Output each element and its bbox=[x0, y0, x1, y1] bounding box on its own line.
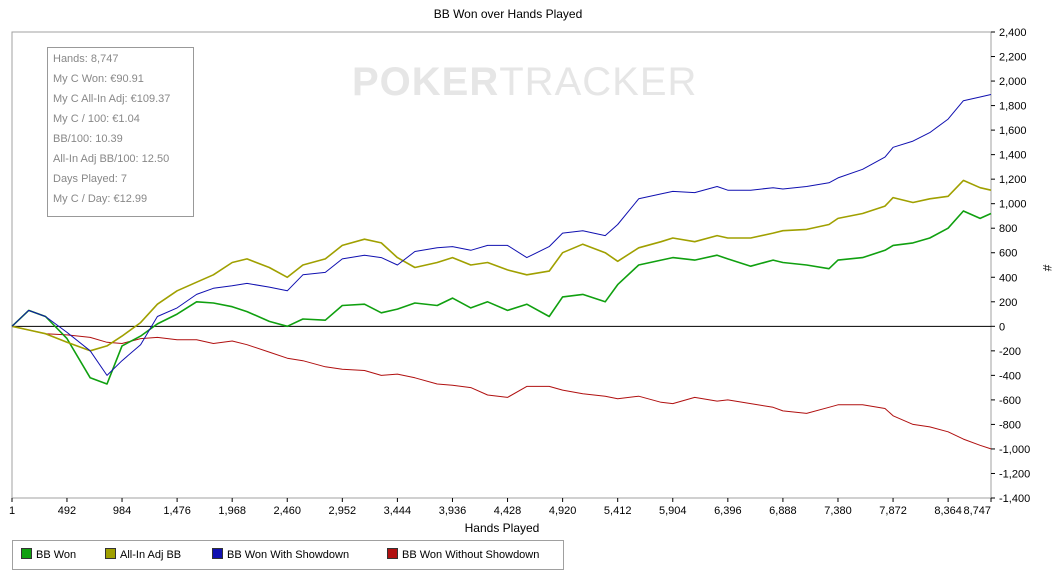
y-tick-label: -1,400 bbox=[999, 493, 1030, 505]
pokertracker-logo: POKERTRACKER bbox=[352, 60, 697, 105]
x-tick-label: 3,444 bbox=[384, 505, 412, 517]
x-tick-label: 1,968 bbox=[218, 505, 246, 517]
logo-text-bold: POKER bbox=[352, 60, 500, 104]
stat-days: Days Played: 7 bbox=[53, 173, 127, 185]
series-line-1 bbox=[11, 179, 992, 352]
y-tick-label: 1,800 bbox=[999, 101, 1027, 113]
y-tick-label: 2,200 bbox=[999, 52, 1027, 64]
series-line-2 bbox=[11, 94, 992, 376]
y-axis: 2,400 2,200 2,000 1,800 1,600 1,400 1,200 1,000… bbox=[991, 27, 1030, 505]
y-tick-label: 0 bbox=[999, 321, 1005, 333]
x-tick-label: 5,904 bbox=[659, 505, 687, 517]
x-tick-label: 984 bbox=[113, 505, 131, 517]
x-tick-label: 6,396 bbox=[714, 505, 742, 517]
x-tick-label: 492 bbox=[58, 505, 76, 517]
y-tick-label: 2,000 bbox=[999, 76, 1027, 88]
legend-label: BB Won With Showdown bbox=[227, 549, 350, 561]
y-tick-label: 600 bbox=[999, 248, 1017, 260]
y-tick-label: -400 bbox=[999, 370, 1021, 382]
x-tick-label: 6,888 bbox=[769, 505, 797, 517]
y-tick-label: 2,400 bbox=[999, 27, 1027, 39]
x-tick-label: 2,952 bbox=[329, 505, 357, 517]
y-tick-label: 200 bbox=[999, 297, 1017, 309]
series-line-3 bbox=[11, 325, 992, 450]
x-tick-label: 1,476 bbox=[163, 505, 191, 517]
x-tick-label: 7,872 bbox=[879, 505, 907, 517]
y-tick-label: 400 bbox=[999, 272, 1017, 284]
series-group bbox=[11, 94, 992, 450]
legend-item-bb-won-without-showdown[interactable]: BB Won Without Showdown bbox=[387, 548, 539, 562]
logo-text-light: TRACKER bbox=[499, 60, 698, 104]
x-tick-label: 7,380 bbox=[824, 505, 852, 517]
stat-hands: Hands: 8,747 bbox=[53, 53, 119, 65]
x-tick-label: 4,428 bbox=[494, 505, 522, 517]
y-tick-label: -1,200 bbox=[999, 468, 1030, 480]
legend-swatch-blue bbox=[212, 548, 223, 559]
legend-item-allin-adj-bb[interactable]: All-In Adj BB bbox=[105, 548, 181, 562]
x-tick-label: 5,412 bbox=[604, 505, 632, 517]
x-axis-label: Hands Played bbox=[465, 521, 540, 535]
x-tick-label: 2,460 bbox=[273, 505, 301, 517]
y-tick-label: 1,400 bbox=[999, 150, 1027, 162]
x-tick-label: 4,920 bbox=[549, 505, 577, 517]
stat-bb-100: BB/100: 10.39 bbox=[53, 133, 123, 145]
x-tick-label: 8,747 bbox=[963, 505, 991, 517]
y-tick-label: -600 bbox=[999, 395, 1021, 407]
y-axis-label: # bbox=[1040, 265, 1054, 272]
y-tick-label: -1,000 bbox=[999, 444, 1030, 456]
legend-label: BB Won bbox=[36, 549, 77, 561]
stat-allin-adj: My C All-In Adj: €109.37 bbox=[53, 93, 171, 105]
stat-per-day: My C / Day: €12.99 bbox=[53, 193, 148, 205]
x-tick-label: 3,936 bbox=[439, 505, 467, 517]
y-tick-label: 1,200 bbox=[999, 174, 1027, 186]
legend-label: All-In Adj BB bbox=[120, 549, 182, 561]
y-tick-label: 800 bbox=[999, 223, 1017, 235]
x-tick-label: 1 bbox=[9, 505, 15, 517]
x-axis: 1 492 984 1,476 1,968 2,460 2,952 3,444 3,936 4,4… bbox=[9, 498, 992, 517]
y-tick-label: 1,000 bbox=[999, 199, 1027, 211]
legend-label: BB Won Without Showdown bbox=[402, 549, 540, 561]
legend-swatch-green bbox=[21, 548, 32, 559]
legend-item-bb-won[interactable]: BB Won bbox=[21, 548, 76, 562]
stat-allin-bb-100: All-In Adj BB/100: 12.50 bbox=[53, 153, 170, 165]
legend-swatch-red bbox=[387, 548, 398, 559]
legend-item-bb-won-with-showdown[interactable]: BB Won With Showdown bbox=[212, 548, 349, 562]
series-line-0 bbox=[11, 210, 992, 385]
y-tick-label: -200 bbox=[999, 346, 1021, 358]
x-tick-label: 8,364 bbox=[934, 505, 962, 517]
stat-won: My C Won: €90.91 bbox=[53, 73, 144, 85]
y-tick-label: -800 bbox=[999, 419, 1021, 431]
chart-title: BB Won over Hands Played bbox=[434, 7, 583, 21]
legend-swatch-olive bbox=[105, 548, 116, 559]
y-tick-label: 1,600 bbox=[999, 125, 1027, 137]
legend: BB Won All-In Adj BB BB Won With Showdow… bbox=[12, 540, 564, 570]
stats-info-box: Hands: 8,747 My C Won: €90.91 My C All-I… bbox=[47, 47, 194, 217]
stat-per-100: My C / 100: €1.04 bbox=[53, 113, 140, 125]
